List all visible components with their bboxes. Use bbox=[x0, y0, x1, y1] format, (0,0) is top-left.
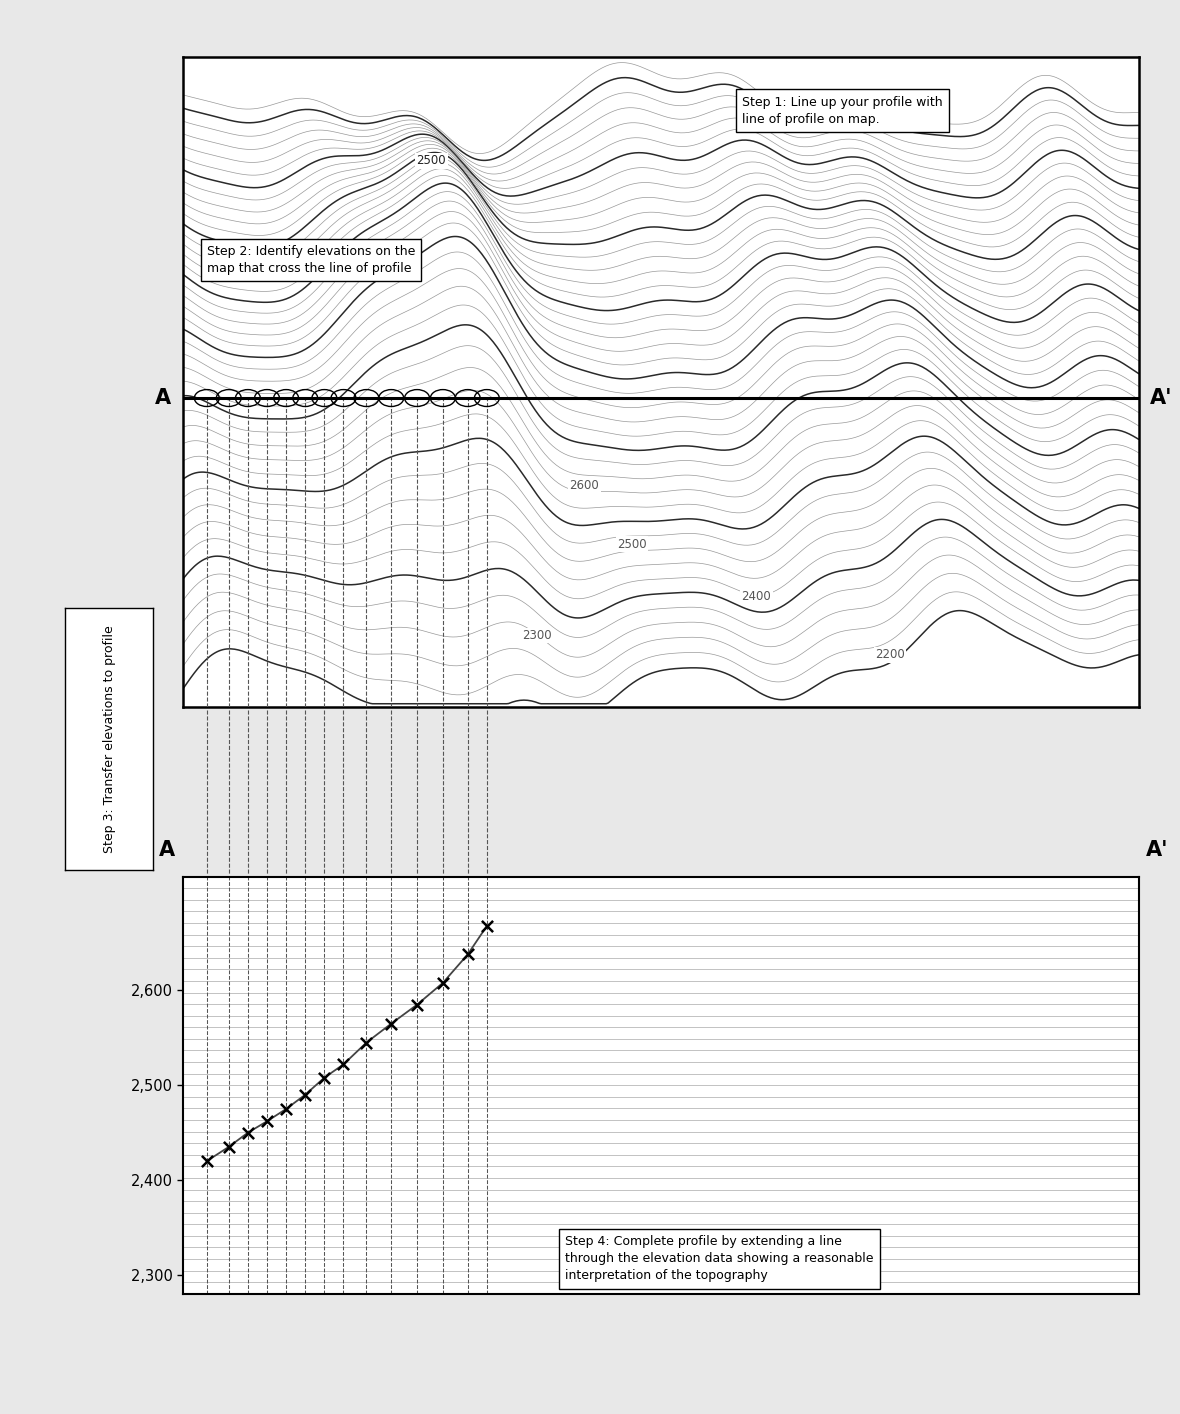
Text: A: A bbox=[156, 387, 171, 409]
Point bbox=[433, 971, 452, 994]
Text: Step 4: Complete profile by extending a line
through the elevation data showing : Step 4: Complete profile by extending a … bbox=[565, 1236, 873, 1282]
Text: Step 1: Line up your profile with
line of profile on map.: Step 1: Line up your profile with line o… bbox=[742, 96, 943, 126]
Point bbox=[238, 1121, 257, 1144]
Point bbox=[197, 1150, 216, 1172]
Text: 2400: 2400 bbox=[741, 590, 772, 602]
Point bbox=[276, 1097, 295, 1120]
Point bbox=[315, 1066, 334, 1089]
Text: A': A' bbox=[1146, 840, 1169, 860]
Point bbox=[358, 1031, 376, 1053]
Text: A: A bbox=[159, 840, 176, 860]
Point bbox=[219, 1135, 238, 1158]
Point bbox=[478, 915, 497, 937]
Text: 2300: 2300 bbox=[522, 629, 551, 642]
Point bbox=[257, 1110, 276, 1133]
Text: A': A' bbox=[1150, 387, 1173, 409]
Text: 2500: 2500 bbox=[617, 537, 647, 551]
Text: Step 2: Identify elevations on the
map that cross the line of profile: Step 2: Identify elevations on the map t… bbox=[206, 245, 415, 276]
Text: 2200: 2200 bbox=[876, 649, 905, 662]
Point bbox=[296, 1083, 315, 1106]
Text: 2500: 2500 bbox=[417, 154, 446, 167]
Text: 2600: 2600 bbox=[379, 245, 408, 259]
Text: 2600: 2600 bbox=[570, 479, 599, 492]
Point bbox=[334, 1053, 353, 1076]
Point bbox=[407, 994, 426, 1017]
Point bbox=[458, 943, 477, 966]
Text: Step 3: Transfer elevations to profile: Step 3: Transfer elevations to profile bbox=[103, 625, 116, 853]
Point bbox=[382, 1012, 401, 1035]
